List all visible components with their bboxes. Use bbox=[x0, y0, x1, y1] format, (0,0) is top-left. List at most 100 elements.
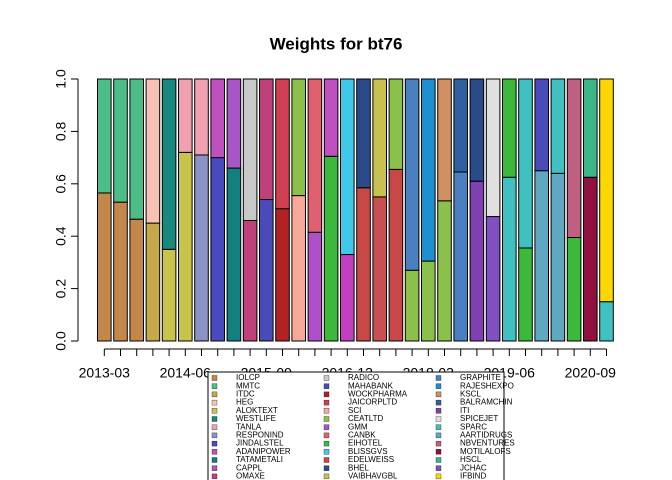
legend-swatch bbox=[323, 383, 330, 389]
legend-swatch bbox=[323, 440, 330, 447]
legend-swatch bbox=[323, 424, 330, 430]
legend-swatch bbox=[435, 465, 442, 471]
legend-swatch bbox=[435, 424, 442, 430]
bar-segment bbox=[372, 196, 387, 342]
legend-label: JCHAC bbox=[460, 463, 487, 472]
bar-segment bbox=[469, 180, 485, 342]
bar-segment bbox=[113, 201, 128, 342]
legend-swatch bbox=[323, 465, 330, 471]
legend-label: IFBIND bbox=[460, 472, 486, 480]
bar-segment bbox=[550, 172, 566, 342]
legend-label: BALRAMCHIN bbox=[460, 398, 513, 407]
y-tick-label: 0.2 bbox=[53, 279, 69, 299]
legend-swatch bbox=[323, 391, 330, 398]
bar-segment bbox=[583, 176, 598, 342]
legend: IOLCPMMTCITDCHEGALOKTEXTWESTLIFETANLARES… bbox=[207, 371, 515, 480]
legend-swatch bbox=[323, 408, 330, 414]
y-tick-label: 0.0 bbox=[53, 331, 69, 351]
legend-label: SCI bbox=[348, 406, 361, 415]
bar-segment bbox=[242, 219, 258, 342]
bar-segment bbox=[566, 237, 582, 342]
bar-segment bbox=[307, 78, 323, 233]
legend-label: CAPPL bbox=[236, 463, 263, 472]
legend-swatch bbox=[323, 399, 330, 406]
bar-segment bbox=[534, 170, 550, 342]
legend-swatch bbox=[435, 432, 442, 439]
bar-segment bbox=[599, 78, 614, 303]
legend-label: WOCKPHARMA bbox=[348, 390, 408, 399]
legend-label: ITI bbox=[460, 406, 469, 415]
legend-swatch bbox=[323, 416, 330, 422]
bar-segment bbox=[404, 78, 420, 271]
bar-segment bbox=[340, 254, 355, 342]
bar-segment bbox=[453, 78, 468, 173]
bar-segment bbox=[129, 218, 144, 342]
bar-segment bbox=[421, 78, 436, 262]
legend-label: ITDC bbox=[236, 390, 255, 399]
legend-label: RADICO bbox=[348, 373, 379, 382]
bar-segment bbox=[518, 78, 533, 249]
legend-swatch bbox=[211, 375, 218, 381]
legend-label: RAJESHEXPO bbox=[460, 381, 514, 390]
legend-label: EDELWEISS bbox=[348, 455, 394, 464]
legend-box bbox=[207, 371, 505, 480]
legend-swatch bbox=[323, 375, 330, 381]
legend-swatch bbox=[211, 399, 218, 406]
y-tick-label: 0.8 bbox=[53, 121, 69, 141]
bar-segment bbox=[356, 78, 371, 189]
legend-swatch bbox=[435, 399, 442, 406]
legend-swatch bbox=[211, 465, 218, 471]
legend-swatch bbox=[211, 391, 218, 398]
legend-label: GRAPHITE bbox=[460, 373, 501, 382]
legend-label: SPICEJET bbox=[460, 414, 498, 423]
bar-segment bbox=[388, 168, 404, 342]
legend-label: CANBK bbox=[348, 431, 376, 440]
bar-segment bbox=[469, 78, 485, 182]
bar-segment bbox=[145, 222, 161, 342]
bar-segment bbox=[210, 157, 225, 342]
legend-label: HEG bbox=[236, 398, 253, 407]
legend-label: OMAXE bbox=[236, 472, 265, 480]
bar-segment bbox=[259, 199, 274, 342]
legend-label: VAIBHAVGBL bbox=[348, 472, 398, 480]
legend-label: ALOKTEXT bbox=[236, 406, 278, 415]
y-tick-label: 1.0 bbox=[53, 69, 69, 89]
chart-title: Weights for bt76 bbox=[270, 34, 403, 53]
legend-swatch bbox=[435, 440, 442, 447]
bar-segment bbox=[97, 78, 112, 194]
bar-segment bbox=[291, 78, 306, 197]
bar-segment bbox=[340, 78, 355, 256]
legend-swatch bbox=[211, 408, 218, 414]
bar-segment bbox=[502, 176, 517, 342]
bar-segment bbox=[599, 301, 614, 342]
bar-segment bbox=[356, 187, 371, 342]
bar-segment bbox=[226, 167, 242, 342]
bar-segment bbox=[161, 78, 177, 250]
legend-label: ADANIPOWER bbox=[236, 447, 291, 456]
legend-label: GMM bbox=[348, 422, 368, 431]
bar-segment bbox=[226, 78, 242, 169]
legend-swatch bbox=[211, 473, 218, 480]
bar-segment bbox=[421, 260, 436, 342]
bar-segment bbox=[291, 195, 306, 342]
legend-swatch bbox=[211, 440, 218, 447]
bar-segment bbox=[323, 155, 339, 342]
y-tick-label: 0.4 bbox=[53, 226, 69, 246]
legend-swatch bbox=[435, 383, 442, 389]
legend-label: MOTILALOFS bbox=[460, 447, 511, 456]
bar-segment bbox=[259, 78, 274, 201]
legend-swatch bbox=[211, 424, 218, 430]
legend-label: JINDALSTEL bbox=[236, 439, 284, 448]
legend-label: HSCL bbox=[460, 455, 482, 464]
x-tick-label: 2013-03 bbox=[79, 365, 131, 381]
legend-label: NBVENTURES bbox=[460, 439, 515, 448]
x-tick-label: 2014-06 bbox=[160, 365, 212, 381]
bar-segment bbox=[404, 269, 420, 342]
legend-swatch bbox=[435, 449, 442, 455]
bar-segment bbox=[210, 78, 225, 159]
legend-label: TANLA bbox=[236, 422, 262, 431]
bar-segment bbox=[178, 151, 193, 342]
bar-segment bbox=[194, 78, 209, 156]
legend-label: EIHOTEL bbox=[348, 439, 383, 448]
